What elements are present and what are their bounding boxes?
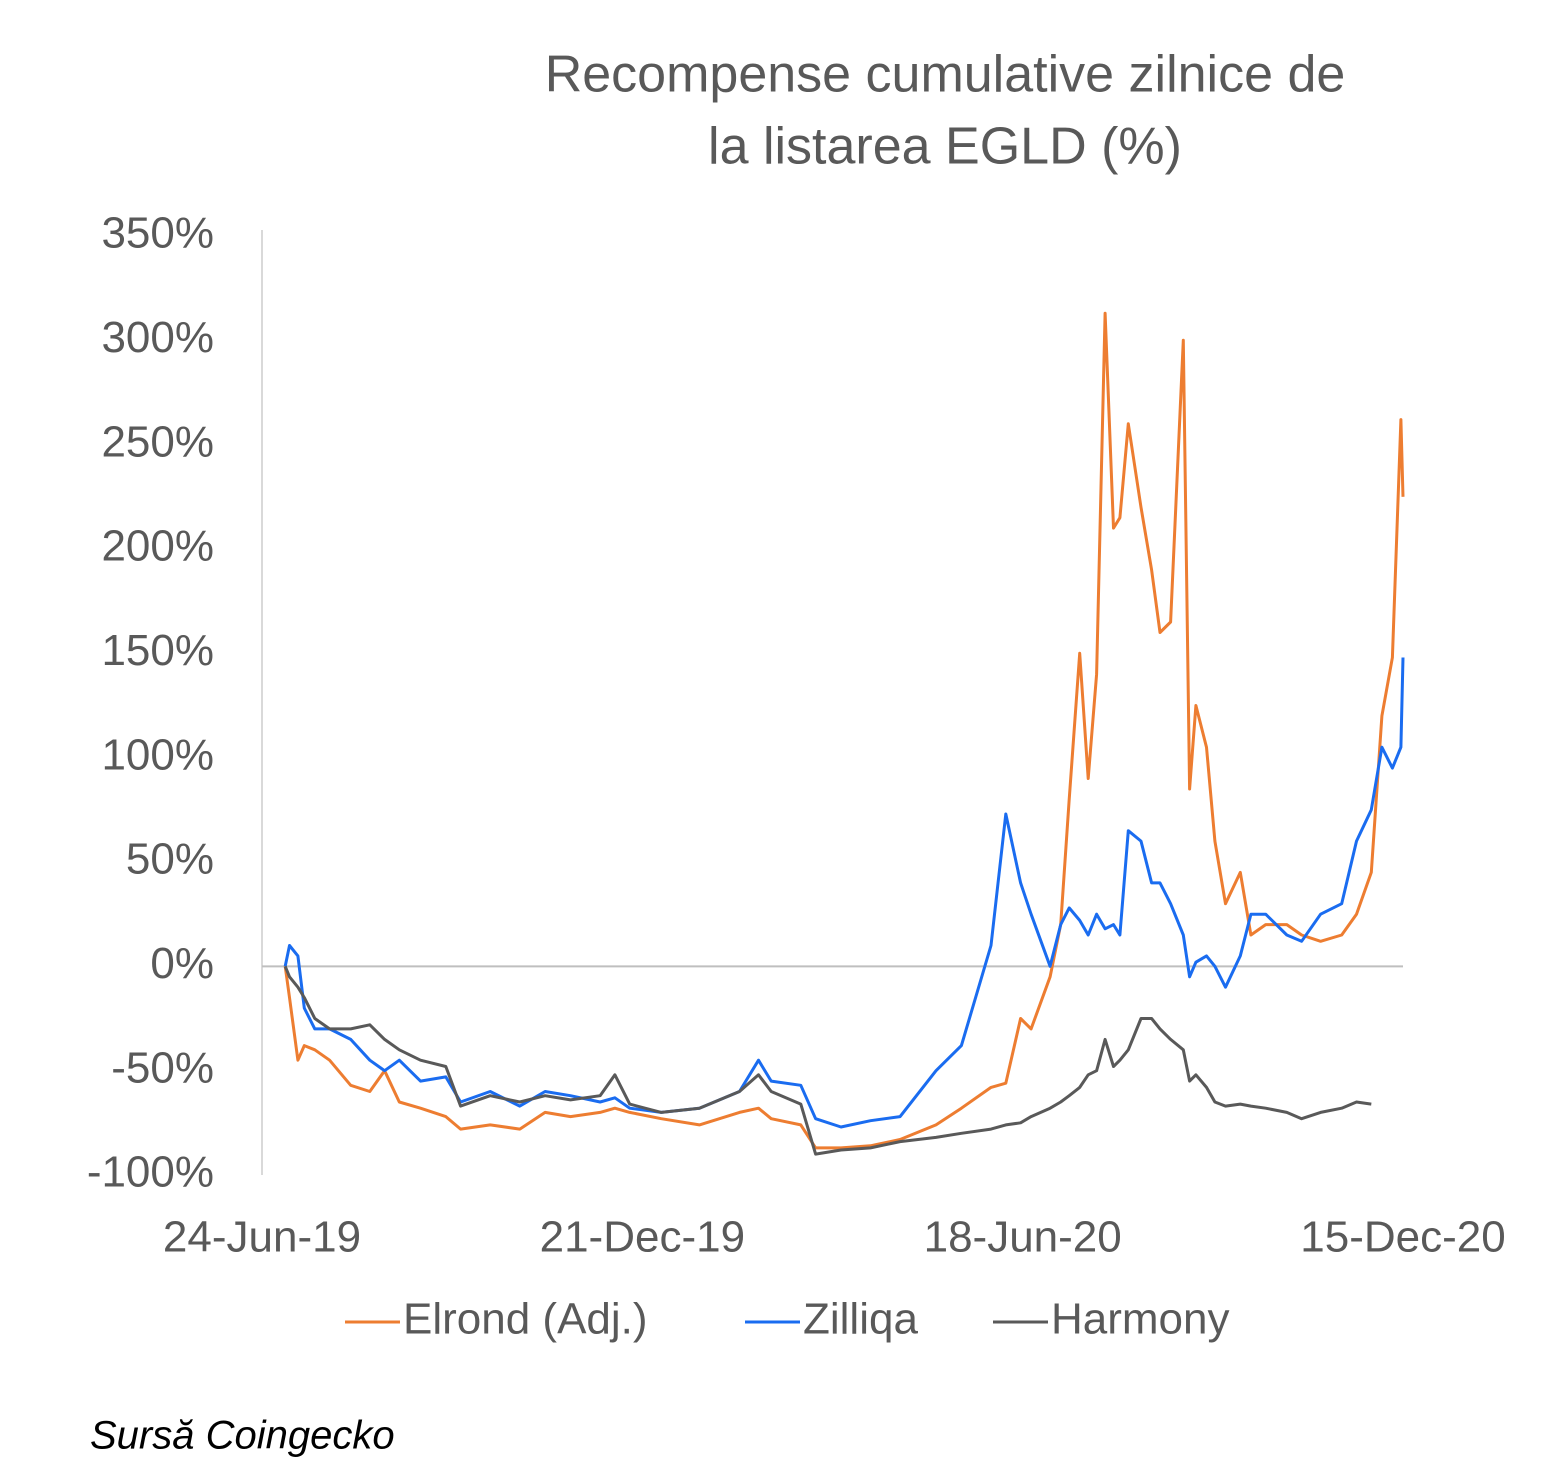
x-tick-label: 18-Jun-20 [924, 1213, 1122, 1262]
y-tick-label: -100% [87, 1148, 214, 1197]
y-tick-label: 350% [101, 209, 214, 258]
legend-label: Zilliqa [803, 1295, 918, 1344]
chart-title: Recompense cumulative zilnice de [545, 46, 1346, 104]
y-tick-label: 50% [126, 835, 214, 884]
y-tick-label: 0% [150, 939, 214, 988]
y-tick-label: 200% [101, 522, 214, 571]
x-tick-label: 21-Dec-19 [540, 1213, 745, 1262]
y-tick-label: 250% [101, 417, 214, 466]
footnote: Sursă Coingecko [90, 1414, 395, 1458]
series-line [283, 965, 1372, 1156]
series-line [283, 657, 1405, 1129]
y-tick-label: -50% [111, 1043, 214, 1092]
y-tick-label: 100% [101, 730, 214, 779]
legend-label: Elrond (Adj.) [403, 1295, 648, 1344]
x-tick-label: 15-Dec-20 [1300, 1213, 1505, 1262]
x-tick-label: 24-Jun-19 [163, 1213, 361, 1262]
legend-label: Harmony [1051, 1295, 1230, 1344]
series-line [283, 311, 1405, 1150]
chart-title: la listarea EGLD (%) [708, 118, 1182, 176]
y-tick-label: 300% [101, 313, 214, 362]
y-tick-label: 150% [101, 626, 214, 675]
